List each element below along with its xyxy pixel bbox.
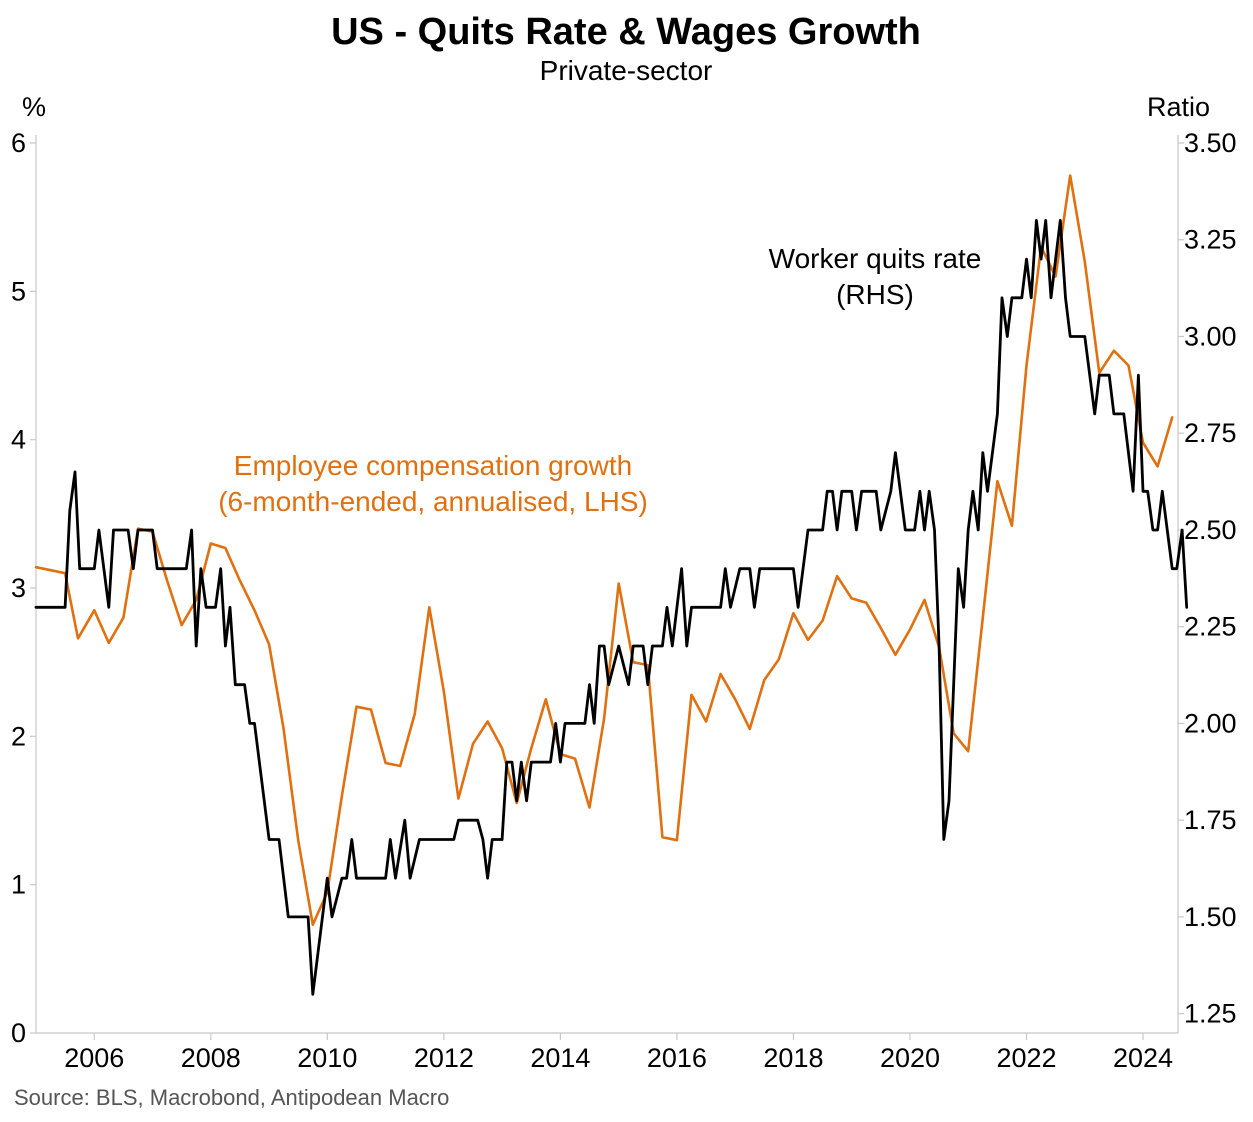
x-tick-label: 2008 xyxy=(181,1043,241,1073)
left-tick-label: 3 xyxy=(11,573,26,603)
right-tick-label: 2.25 xyxy=(1184,612,1237,642)
compensation-growth-line xyxy=(34,174,1174,927)
right-tick-label: 3.25 xyxy=(1184,225,1237,255)
right-tick-label: 2.50 xyxy=(1184,515,1237,545)
x-tick-label: 2020 xyxy=(880,1043,940,1073)
left-tick-label: 5 xyxy=(11,276,26,306)
right-tick-label: 3.50 xyxy=(1184,128,1237,158)
left-tick-label: 0 xyxy=(11,1018,26,1048)
compensation-annotation-line1: Employee compensation growth xyxy=(234,450,632,481)
left-tick-label: 6 xyxy=(11,128,26,158)
source-note: Source: BLS, Macrobond, Antipodean Macro xyxy=(14,1085,449,1110)
x-tick-label: 2014 xyxy=(530,1043,590,1073)
right-axis-unit: Ratio xyxy=(1147,92,1210,122)
quits-annotation-line2: (RHS) xyxy=(836,279,914,310)
x-tick-label: 2010 xyxy=(297,1043,357,1073)
left-axis-ticks: 0 1 2 3 4 5 6 xyxy=(11,128,36,1048)
right-tick-label: 2.75 xyxy=(1184,418,1237,448)
x-tick-label: 2024 xyxy=(1113,1043,1173,1073)
x-tick-label: 2016 xyxy=(647,1043,707,1073)
left-axis-unit: % xyxy=(22,92,46,122)
right-tick-label: 1.75 xyxy=(1184,805,1237,835)
x-tick-label: 2018 xyxy=(763,1043,823,1073)
right-tick-label: 3.00 xyxy=(1184,321,1237,351)
quits-annotation-line1: Worker quits rate xyxy=(769,243,982,274)
quits-rate-line xyxy=(34,218,1189,996)
compensation-annotation-line2: (6-month-ended, annualised, LHS) xyxy=(218,486,648,517)
right-tick-label: 2.00 xyxy=(1184,708,1237,738)
right-axis-ticks: 1.25 1.50 1.75 2.00 2.25 2.50 2.75 3.00 3.25 3.50 xyxy=(1178,128,1237,1029)
left-tick-label: 4 xyxy=(11,425,26,455)
x-tick-label: 2012 xyxy=(414,1043,474,1073)
chart-subtitle: Private-sector xyxy=(540,55,713,86)
right-tick-label: 1.50 xyxy=(1184,902,1237,932)
x-axis-ticks: 2006 2008 2010 2012 2014 2016 2018 2020 2022 2024 xyxy=(64,1033,1173,1073)
x-tick-label: 2006 xyxy=(64,1043,124,1073)
chart-title: US - Quits Rate & Wages Growth xyxy=(331,11,921,53)
right-tick-label: 1.25 xyxy=(1184,999,1237,1029)
axes xyxy=(35,135,1179,1034)
left-tick-label: 2 xyxy=(11,721,26,751)
left-tick-label: 1 xyxy=(11,870,26,900)
series-layer xyxy=(34,174,1189,996)
x-tick-label: 2022 xyxy=(996,1043,1056,1073)
